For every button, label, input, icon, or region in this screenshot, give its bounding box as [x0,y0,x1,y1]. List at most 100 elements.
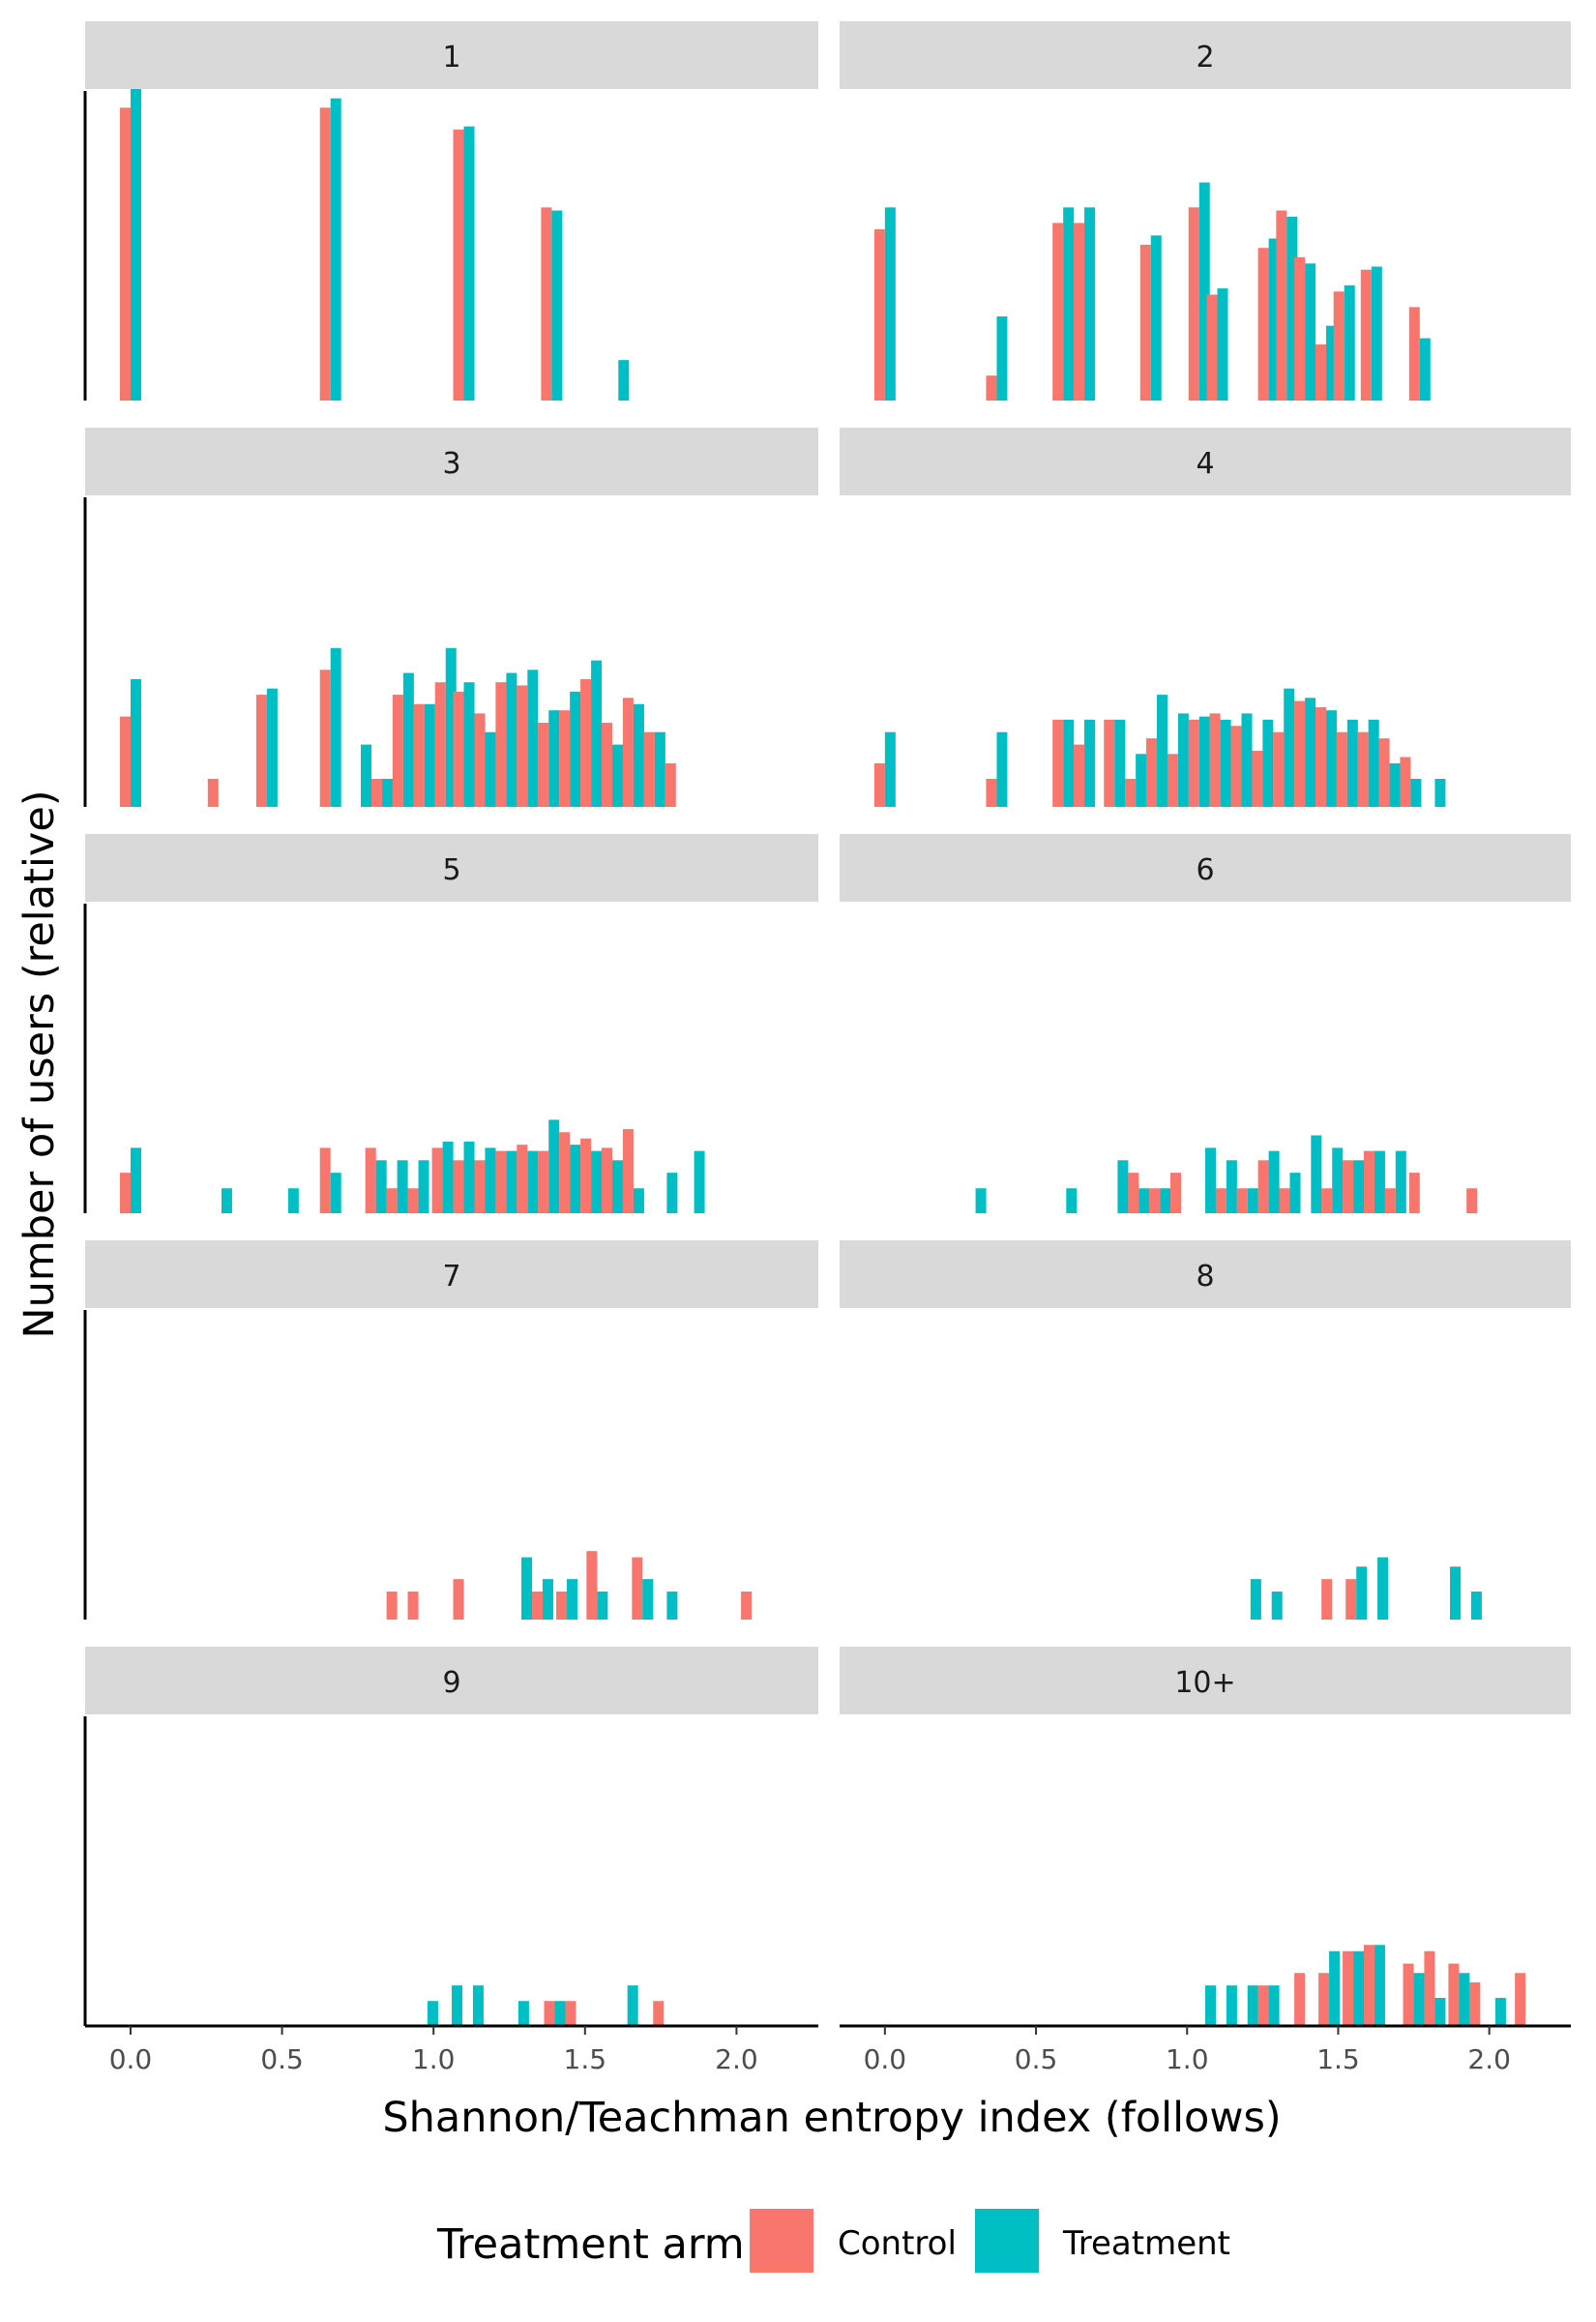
bar-treatment [1247,1188,1258,1213]
bar-treatment [527,1150,539,1213]
bar-treatment [1410,779,1422,807]
bar-treatment [627,1985,638,2026]
bar-control [1408,1173,1420,1213]
bar-control [1074,744,1085,807]
bar-control [1252,751,1263,807]
x-tick-label: 0.5 [260,2043,304,2075]
bar-treatment [1084,207,1096,401]
bar-control [1408,307,1420,401]
bar-control [1128,1173,1139,1213]
bar-control [1357,731,1369,807]
bar-control [986,375,997,401]
bar-control [580,678,592,807]
bar-treatment [554,2001,566,2026]
facet-strip-label: 7 [442,1260,460,1294]
bar-treatment [996,316,1008,401]
bar-control [407,1188,419,1213]
bar-control [538,723,549,807]
bar-treatment [633,703,644,807]
bar-control [365,1147,376,1213]
bar-control [1400,757,1411,807]
bar-control [986,779,997,807]
bar-control [1257,248,1269,401]
x-tick-label: 2.0 [1467,2043,1511,2075]
x-tick-label: 1.0 [412,2043,456,2075]
bar-treatment [1177,713,1189,807]
facet-panel-5: 5 [83,834,818,1213]
bar-treatment [1226,1985,1237,2026]
bar-control [413,703,425,807]
facet-strip-label: 5 [442,853,460,887]
bar-treatment [612,1160,624,1213]
facet-panel-9: 9 [83,1647,818,2026]
bar-control [1363,1945,1374,2026]
bar-control [431,1147,443,1213]
bar-control [1206,294,1218,401]
bar-treatment [1198,716,1210,807]
bar-control [559,710,571,807]
bar-control [1273,731,1285,807]
bar-control [1515,1973,1526,2026]
bar-control [319,1147,331,1213]
facet-strip-label: 8 [1196,1260,1214,1294]
bar-treatment [1450,1566,1462,1620]
bar-treatment [402,672,414,807]
bar-treatment [1284,688,1295,807]
bar-control [1257,1160,1269,1213]
bar-control [392,695,403,807]
bar-control [1294,256,1306,401]
bar-treatment [1311,1135,1322,1213]
bar-control [1215,1188,1227,1213]
bar-control [1448,1963,1460,2026]
bar-control [1188,207,1199,401]
bar-treatment [597,1592,608,1620]
facet-strip-label: 4 [1196,447,1214,481]
bar-control [1052,719,1064,807]
bar-treatment [1157,695,1168,807]
bar-control [1360,269,1372,401]
bar-treatment [418,1160,429,1213]
bar-treatment [463,126,475,401]
bar-control [1384,1188,1396,1213]
bar-control [586,1551,598,1620]
bar-treatment [1305,698,1316,807]
bar-control [1343,1950,1354,2026]
bar-treatment [397,1160,408,1213]
x-tick-label: 0.0 [109,2043,153,2075]
bar-control [1321,1579,1333,1620]
bar-control [1343,1160,1354,1213]
bar-control [1469,1981,1481,2026]
bar-treatment [1395,1150,1406,1213]
bar-treatment [1160,1188,1171,1213]
bar-treatment [567,1579,578,1620]
bar-control [1170,1173,1182,1213]
bar-control [495,1150,507,1213]
bar-treatment [1268,1150,1280,1213]
bar-treatment [330,1173,341,1213]
bar-treatment [521,1557,533,1620]
bar-control [319,670,331,807]
bar-treatment [221,1188,232,1213]
bar-control [207,779,219,807]
bar-treatment [666,1173,678,1213]
bar-control [1139,245,1151,401]
x-axes: 0.0 0.5 1.0 1.5 2.0 0.0 0.5 1.0 1.5 2.0 [85,2024,1571,2075]
bar-treatment [1150,235,1162,401]
bar-treatment [1136,754,1147,807]
bar-control [1236,1188,1248,1213]
bar-control [544,2001,555,2026]
bar-control [1052,223,1064,401]
bar-treatment [591,660,603,807]
bar-control [1363,1150,1374,1213]
bar-treatment [452,1985,462,2026]
bar-control [1424,1950,1435,2026]
bar-treatment [1305,263,1316,401]
bar-control [517,1145,528,1213]
bar-control [1146,738,1158,807]
bar-control [453,1160,464,1213]
facet-panel-8: 8 [840,1240,1571,1620]
bar-treatment [472,1985,484,2026]
bar-control [1315,706,1326,807]
bar-treatment [506,1150,517,1213]
bar-control [873,228,885,401]
